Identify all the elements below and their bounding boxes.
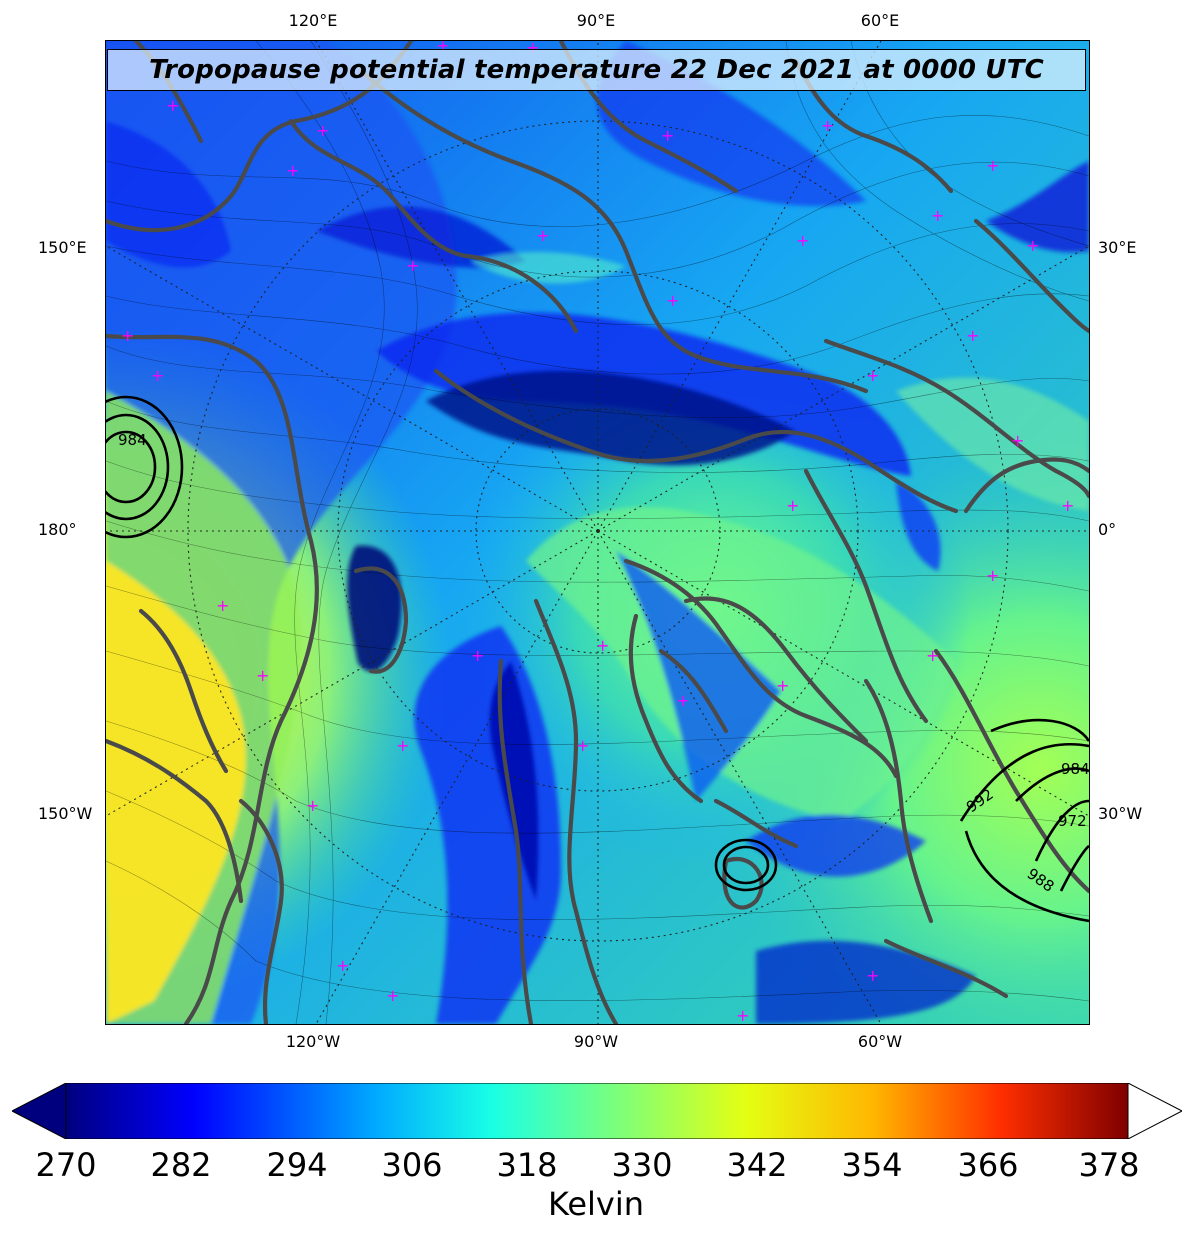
svg-text:+: + [166,96,179,115]
colorbar-tick-366: 366 [957,1146,1019,1184]
colorbar-unit-label: Kelvin [547,1185,645,1223]
coastlines [106,41,1089,1024]
left-longitude-label-150e: 150°E [38,238,87,257]
svg-text:+: + [821,116,834,135]
colorbar-tick-378: 378 [1078,1146,1140,1184]
lat-lon-grid [106,41,1089,1024]
contour-label-984-left: 984 [118,431,147,449]
svg-text:+: + [471,646,484,665]
colorbar-tick-318: 318 [496,1146,558,1184]
svg-text:+: + [866,966,879,985]
svg-text:+: + [966,326,979,345]
svg-text:+: + [596,636,609,655]
svg-text:+: + [986,566,999,585]
colorbar-scale [65,1083,1129,1139]
colorbar-tick-294: 294 [266,1146,328,1184]
svg-text:+: + [121,326,134,345]
svg-text:+: + [386,986,399,1005]
left-longitude-label-150w: 150°W [38,804,93,823]
contour-label-972: 972 [1058,812,1087,830]
svg-text:+: + [926,646,939,665]
map-title-panel: Tropopause potential temperature 22 Dec … [107,49,1086,91]
svg-text:+: + [216,596,229,615]
svg-text:+: + [986,156,999,175]
right-longitude-label-0: 0° [1098,520,1117,539]
map-panel: 984 984 992 972 988 + + + + + + + + + + + + + + + + … [105,40,1090,1025]
map-title-box: Tropopause potential temperature 22 Dec … [107,49,1086,91]
bottom-longitude-label-60w: 60°W [857,1032,903,1051]
bottom-longitude-label-90w: 90°W [573,1032,619,1051]
svg-text:+: + [931,206,944,225]
colorbar-tick-354: 354 [841,1146,903,1184]
svg-text:+: + [796,231,809,250]
map-title: Tropopause potential temperature 22 Dec … [149,55,1044,85]
svg-text:+: + [676,691,689,710]
svg-text:+: + [736,1006,749,1024]
svg-text:+: + [866,366,879,385]
svg-text:+: + [151,366,164,385]
svg-text:+: + [286,161,299,180]
colorbar-tick-330: 330 [611,1146,673,1184]
svg-text:+: + [576,736,589,755]
svg-text:+: + [1026,236,1039,255]
colorbar-over-arrow [1127,1083,1182,1139]
colorbar-tick-342: 342 [726,1146,788,1184]
station-markers: +++ + +++ + +++ + +++ + +++ + +++ + +++ + +++ + … [121,41,1074,1024]
top-longitude-label-60e: 60°E [860,11,900,30]
svg-text:+: + [776,676,789,695]
top-longitude-label-90e: 90°E [576,11,616,30]
svg-text:+: + [306,796,319,815]
colorbar-tick-270: 270 [35,1146,97,1184]
top-longitude-label-120e: 120°E [288,11,338,30]
colorbar-under-arrow [12,1083,67,1139]
pressure-contours [106,395,1089,923]
svg-text:+: + [1061,496,1074,515]
svg-text:+: + [666,291,679,310]
contour-label-984-right: 984 [1061,760,1089,778]
right-longitude-label-30e: 30°E [1098,238,1137,257]
left-longitude-label-180: 180° [38,520,77,539]
svg-text:+: + [336,956,349,975]
svg-text:+: + [396,736,409,755]
svg-text:+: + [406,256,419,275]
potential-temperature-contours [106,41,1089,1024]
right-longitude-label-30w: 30°W [1098,804,1143,823]
bottom-longitude-label-120w: 120°W [285,1032,341,1051]
colorbar-tick-306: 306 [381,1146,443,1184]
svg-text:+: + [661,126,674,145]
svg-text:+: + [256,666,269,685]
colorbar-tick-282: 282 [150,1146,212,1184]
colorbar [12,1083,1182,1139]
svg-text:+: + [316,121,329,140]
svg-text:+: + [786,496,799,515]
svg-text:+: + [536,226,549,245]
svg-text:+: + [1011,431,1024,450]
tropopause-temperature-map: 984 984 992 972 988 +++ + +++ + +++ + +++ + … [106,41,1089,1024]
